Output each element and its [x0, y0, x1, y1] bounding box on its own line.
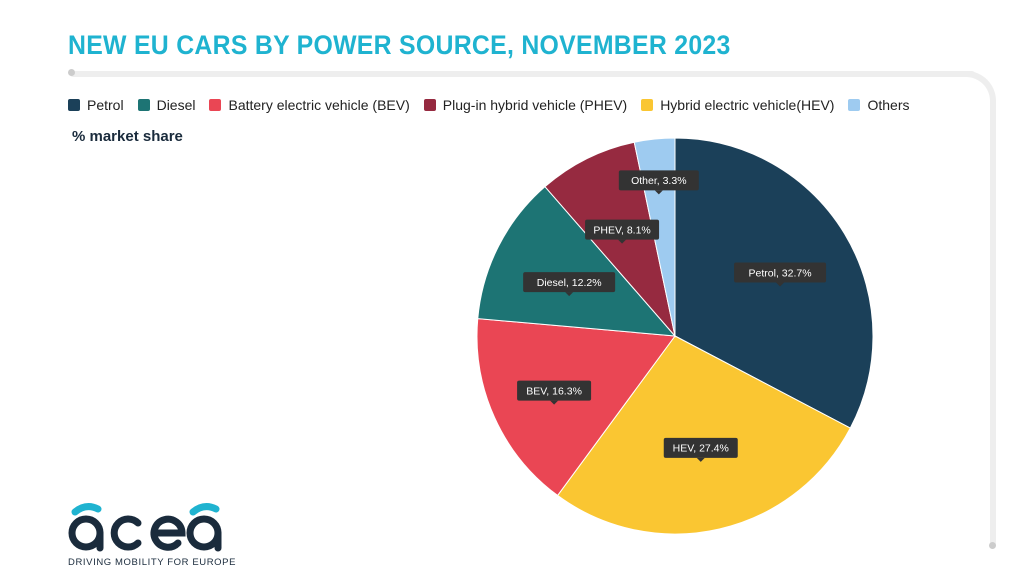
data-label-pointer [654, 190, 663, 195]
legend-label: Diesel [156, 97, 196, 113]
legend-label: Plug-in hybrid vehicle (PHEV) [442, 97, 628, 113]
legend-item-phev[interactable]: Plug-in hybrid vehicle (PHEV) [423, 97, 628, 113]
chart-title: NEW EU CARS BY POWER SOURCE, NOVEMBER 20… [68, 30, 731, 60]
data-label-box [618, 170, 699, 191]
legend-swatch [68, 99, 80, 111]
pie-slice-bev[interactable] [476, 318, 676, 497]
data-label-box [734, 262, 827, 283]
data-label-text: Other, 3.3% [631, 175, 686, 187]
data-label-pointer [565, 292, 574, 297]
pie-slice-diesel[interactable] [477, 185, 677, 337]
legend-item-others[interactable]: Others [848, 97, 909, 113]
legend-label: Petrol [87, 97, 124, 113]
data-label-text: Petrol, 32.7% [749, 267, 812, 279]
frame-dot-bottom-right [989, 542, 996, 549]
legend: Petrol Diesel Battery electric vehicle (… [68, 97, 909, 113]
legend-item-petrol[interactable]: Petrol [68, 97, 124, 113]
data-label-text: HEV, 27.4% [673, 443, 729, 455]
data-label-petrol: Petrol, 32.7% [734, 262, 827, 287]
legend-item-diesel[interactable]: Diesel [137, 97, 196, 113]
data-label-box [585, 219, 660, 240]
frame-top-line [70, 71, 975, 77]
data-label-box [523, 272, 616, 293]
data-label-box [663, 437, 738, 458]
logo-tagline: DRIVING MOBILITY FOR EUROPE [68, 557, 237, 568]
legend-swatch [848, 99, 861, 111]
data-label-text: BEV, 16.3% [526, 385, 582, 397]
legend-item-bev[interactable]: Battery electric vehicle (BEV) [209, 97, 410, 113]
frame-corner [960, 71, 996, 111]
pie-slice-petrol[interactable] [674, 137, 874, 429]
legend-label: Others [867, 97, 910, 113]
legend-swatch [137, 99, 150, 111]
data-label-other: Other, 3.3% [618, 170, 699, 195]
acea-logo: acea [68, 503, 222, 552]
data-label-text: Diesel, 12.2% [537, 277, 602, 289]
legend-label: Hybrid electric vehicle(HEV) [660, 97, 835, 113]
frame-dot-top-left [68, 69, 75, 76]
data-label-hev: HEV, 27.4% [663, 437, 738, 462]
data-label-diesel: Diesel, 12.2% [523, 272, 616, 297]
data-label-pointer [776, 282, 785, 287]
frame-right-line [990, 106, 996, 546]
legend-item-hev[interactable]: Hybrid electric vehicle(HEV) [641, 97, 834, 113]
data-label-bev: BEV, 16.3% [517, 380, 592, 405]
chart-subtitle: % market share [72, 128, 183, 145]
pie-slice-hev[interactable] [556, 335, 851, 535]
data-label-box [517, 380, 592, 401]
legend-label: Battery electric vehicle (BEV) [228, 97, 410, 113]
data-label-phev: PHEV, 8.1% [585, 219, 660, 244]
data-label-pointer [550, 400, 559, 405]
data-label-pointer [696, 457, 705, 462]
data-label-pointer [618, 239, 627, 244]
legend-swatch [423, 99, 436, 111]
legend-swatch [641, 99, 654, 111]
legend-swatch [209, 99, 222, 111]
data-label-text: PHEV, 8.1% [593, 224, 650, 236]
